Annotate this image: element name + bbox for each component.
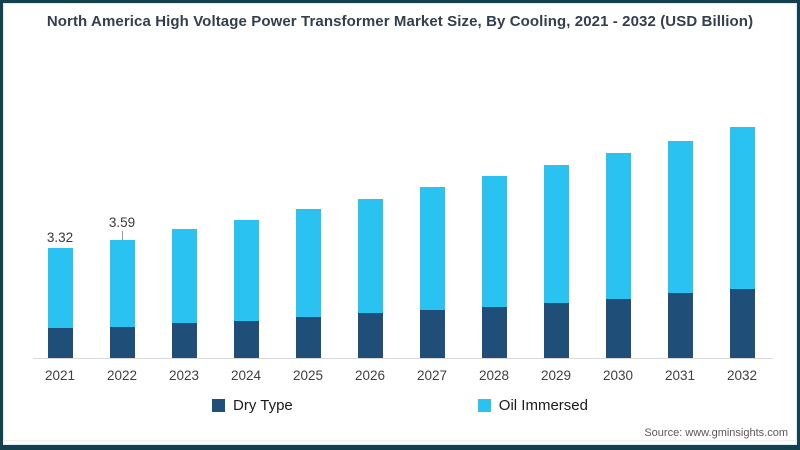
x-axis-line xyxy=(33,358,773,359)
bar-segment-dry-type xyxy=(667,293,693,358)
bar-segment-dry-type xyxy=(233,321,259,358)
x-tick-label-2024: 2024 xyxy=(230,368,262,383)
legend: Dry Type Oil Immersed xyxy=(3,397,797,414)
x-tick-label-2028: 2028 xyxy=(478,368,510,383)
data-label-2021: 3.32 xyxy=(46,230,74,245)
x-tick-label-2030: 2030 xyxy=(602,368,634,383)
bar-segment-oil-immersed xyxy=(171,229,197,323)
bar-2026 xyxy=(357,199,383,358)
legend-swatch-dry-type xyxy=(212,399,226,412)
bar-2025 xyxy=(295,209,321,358)
bar-segment-dry-type xyxy=(109,327,135,358)
bar-segment-dry-type xyxy=(357,313,383,358)
bar-segment-oil-immersed xyxy=(481,176,507,307)
legend-item-oil-immersed: Oil Immersed xyxy=(477,397,588,414)
x-tick-label-2029: 2029 xyxy=(540,368,572,383)
bar-segment-dry-type xyxy=(419,310,445,358)
plot-area: 2021 2022 2023 2024 2025 2026 2027 2028 2029 2030… xyxy=(3,3,797,445)
bar-2028 xyxy=(481,176,507,358)
x-tick-label-2023: 2023 xyxy=(168,368,200,383)
x-tick-label-2027: 2027 xyxy=(416,368,448,383)
bar-segment-dry-type xyxy=(295,317,321,358)
bar-2023 xyxy=(171,229,197,358)
bar-segment-oil-immersed xyxy=(543,165,569,303)
x-tick-label-2025: 2025 xyxy=(292,368,324,383)
bar-segment-oil-immersed xyxy=(729,127,755,289)
bar-segment-oil-immersed xyxy=(357,199,383,313)
bar-segment-dry-type xyxy=(481,307,507,358)
bar-segment-dry-type xyxy=(47,328,73,358)
bar-segment-oil-immersed xyxy=(605,153,631,299)
source-note: Source: www.gminsights.com xyxy=(644,427,788,439)
bar-2029 xyxy=(543,165,569,358)
bar-2027 xyxy=(419,187,445,358)
bar-segment-oil-immersed xyxy=(419,187,445,310)
bar-segment-oil-immersed xyxy=(667,141,693,293)
x-tick-label-2026: 2026 xyxy=(354,368,386,383)
bar-2021 xyxy=(47,248,73,358)
x-tick-label-2021: 2021 xyxy=(44,368,76,383)
data-label-2022: 3.59 xyxy=(108,215,136,230)
bar-segment-dry-type xyxy=(171,323,197,358)
x-tick-label-2031: 2031 xyxy=(664,368,696,383)
bar-2031 xyxy=(667,141,693,358)
legend-label-oil-immersed: Oil Immersed xyxy=(498,397,588,414)
bar-2022 xyxy=(109,240,135,358)
bar-segment-oil-immersed xyxy=(109,240,135,327)
bar-2024 xyxy=(233,220,259,358)
bar-segment-dry-type xyxy=(729,289,755,358)
legend-item-dry-type: Dry Type xyxy=(212,397,293,414)
bar-segment-oil-immersed xyxy=(47,248,73,328)
bar-2030 xyxy=(605,153,631,358)
x-tick-label-2022: 2022 xyxy=(106,368,138,383)
legend-swatch-oil-immersed xyxy=(477,399,491,412)
bar-segment-dry-type xyxy=(605,299,631,358)
data-label-leader-2022 xyxy=(122,231,123,240)
x-tick-label-2032: 2032 xyxy=(726,368,758,383)
footer-divider xyxy=(3,440,797,441)
legend-label-dry-type: Dry Type xyxy=(233,397,293,414)
bar-segment-oil-immersed xyxy=(295,209,321,317)
bar-2032 xyxy=(729,127,755,358)
bar-segment-dry-type xyxy=(543,303,569,358)
chart-title: North America High Voltage Power Transfo… xyxy=(46,13,754,30)
bar-segment-oil-immersed xyxy=(233,220,259,321)
